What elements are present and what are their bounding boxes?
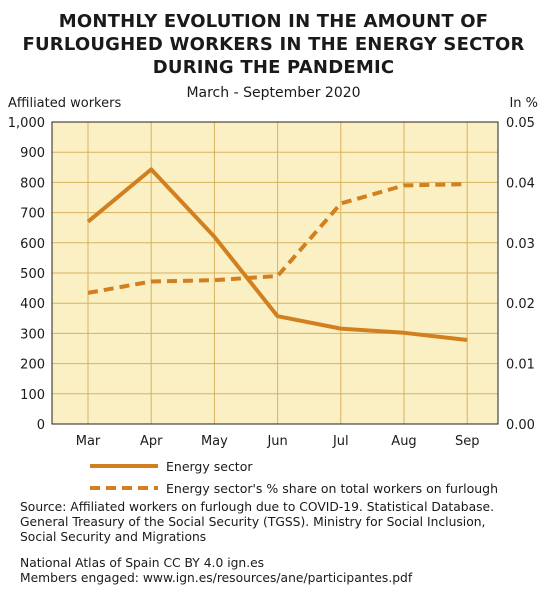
right-tick-label: 0.01: [506, 358, 535, 373]
source-line: General Treasury of the Social Security …: [20, 515, 486, 529]
x-tick-label: Jun: [266, 434, 287, 449]
x-tick-label: Sep: [455, 434, 480, 449]
left-tick-label: 700: [20, 207, 45, 222]
series-line-energy: [86, 167, 468, 342]
right-tick-label: 0.02: [506, 297, 535, 312]
title-line: MONTHLY EVOLUTION IN THE AMOUNT OF: [58, 11, 489, 32]
source-line: Social Security and Migrations: [20, 530, 207, 544]
left-tick-label: 100: [20, 388, 45, 403]
chart-title: MONTHLY EVOLUTION IN THE AMOUNT OF FURLO…: [0, 10, 547, 79]
right-tick-label: 0.04: [506, 176, 535, 191]
left-axis-label: Affiliated workers: [8, 96, 121, 111]
series-line-share: [87, 182, 468, 295]
chart-subtitle: March - September 2020: [186, 85, 361, 101]
source-note: Source: Affiliated workers on furlough d…: [20, 500, 535, 545]
credits-note: National Atlas of Spain CC BY 4.0 ign.es…: [20, 556, 535, 586]
title-line: FURLOUGHED WORKERS IN THE ENERGY SECTOR: [22, 34, 525, 55]
credit-line: Members engaged: www.ign.es/resources/an…: [20, 571, 413, 585]
right-tick-label: 0.05: [506, 116, 535, 131]
credit-line: National Atlas of Spain CC BY 4.0 ign.es: [20, 556, 265, 570]
left-tick-label: 600: [20, 237, 45, 252]
right-tick-label: 0.00: [506, 418, 535, 433]
left-tick-label: 1,000: [8, 116, 45, 131]
x-tick-label: May: [201, 434, 228, 449]
source-line: Source: Affiliated workers on furlough d…: [20, 500, 494, 514]
left-tick-label: 900: [20, 146, 45, 161]
left-tick-label: 500: [20, 267, 45, 282]
left-tick-label: 200: [20, 358, 45, 373]
plot-frame: [51, 121, 499, 425]
legend-label: Energy sector's % share on total workers…: [166, 481, 498, 496]
x-tick-label: Mar: [76, 434, 101, 449]
x-tick-label: Jul: [332, 434, 349, 449]
line-chart: 0 100 200 300 400 500 600 700 800 900 1,000 Mar Apr M…: [8, 96, 538, 496]
right-axis-label: In %: [509, 96, 538, 111]
left-tick-label: 400: [20, 297, 45, 312]
left-tick-label: 800: [20, 176, 45, 191]
right-tick-label: 0.03: [506, 237, 535, 252]
x-tick-label: Apr: [140, 434, 163, 449]
left-tick-label: 300: [20, 327, 45, 342]
legend-label: Energy sector: [166, 459, 253, 474]
title-line: DURING THE PANDEMIC: [152, 57, 395, 78]
x-tick-label: Aug: [391, 434, 416, 449]
left-tick-label: 0: [37, 418, 45, 433]
